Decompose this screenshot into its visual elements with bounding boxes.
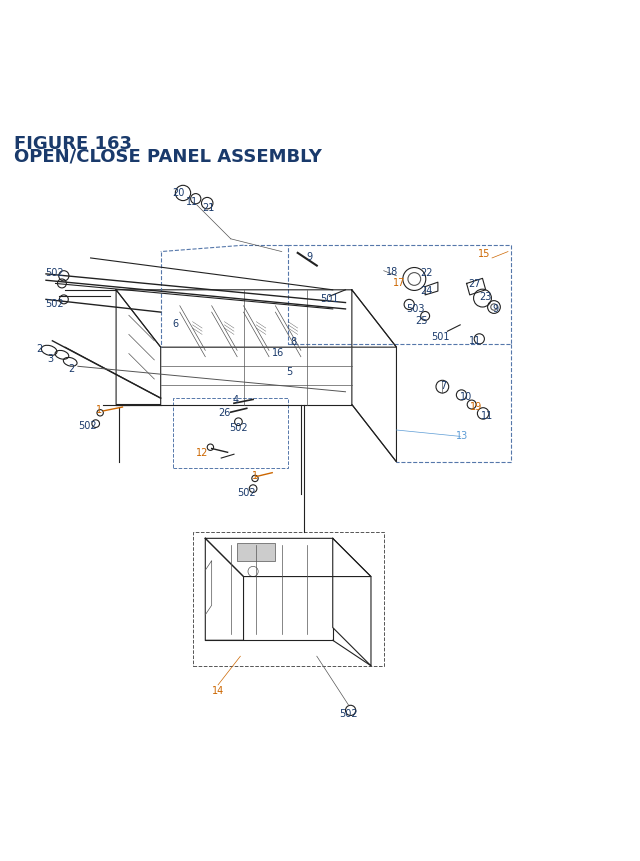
Text: 502: 502 [45,298,63,308]
Text: 503: 503 [406,303,424,313]
Text: 8: 8 [290,337,296,346]
Text: 502: 502 [339,708,358,718]
Text: 15: 15 [478,249,490,258]
Text: 502: 502 [78,420,97,430]
Text: 9: 9 [306,251,312,262]
Text: 14: 14 [212,685,224,695]
Text: 3: 3 [47,354,53,363]
Text: 10: 10 [460,392,472,402]
Text: 26: 26 [218,408,230,418]
Text: 11: 11 [468,335,481,345]
Bar [237,543,275,561]
Text: 2: 2 [36,344,43,354]
Text: 25: 25 [415,315,428,325]
Text: 27: 27 [468,279,481,289]
Text: 501: 501 [431,331,450,341]
Text: 17: 17 [394,278,406,288]
Text: 2: 2 [68,363,74,373]
Text: 7: 7 [440,381,446,391]
Text: 6: 6 [172,319,179,329]
Text: 5: 5 [286,366,292,376]
Bar [193,532,384,666]
Text: 19: 19 [470,401,482,412]
Text: 11: 11 [481,411,493,421]
Text: 501: 501 [320,294,339,304]
Text: 18: 18 [386,266,398,276]
Text: 16: 16 [272,348,284,358]
Text: 502: 502 [230,423,248,432]
Text: 502: 502 [237,487,256,498]
Text: 20: 20 [172,188,184,198]
Text: 502: 502 [45,268,63,277]
Text: FIGURE 163: FIGURE 163 [14,134,132,152]
Text: 13: 13 [456,430,468,441]
Bar [173,399,288,468]
Text: 1: 1 [96,405,102,414]
Text: 23: 23 [479,291,492,301]
Text: 4: 4 [232,395,238,405]
Text: 24: 24 [420,286,433,295]
Text: 9: 9 [492,303,498,313]
Text: 22: 22 [420,268,433,277]
Text: OPEN/CLOSE PANEL ASSEMBLY: OPEN/CLOSE PANEL ASSEMBLY [14,147,322,165]
Text: 21: 21 [202,202,214,213]
Text: 12: 12 [196,447,208,457]
Text: 11: 11 [186,196,198,207]
Text: 1: 1 [252,470,258,480]
